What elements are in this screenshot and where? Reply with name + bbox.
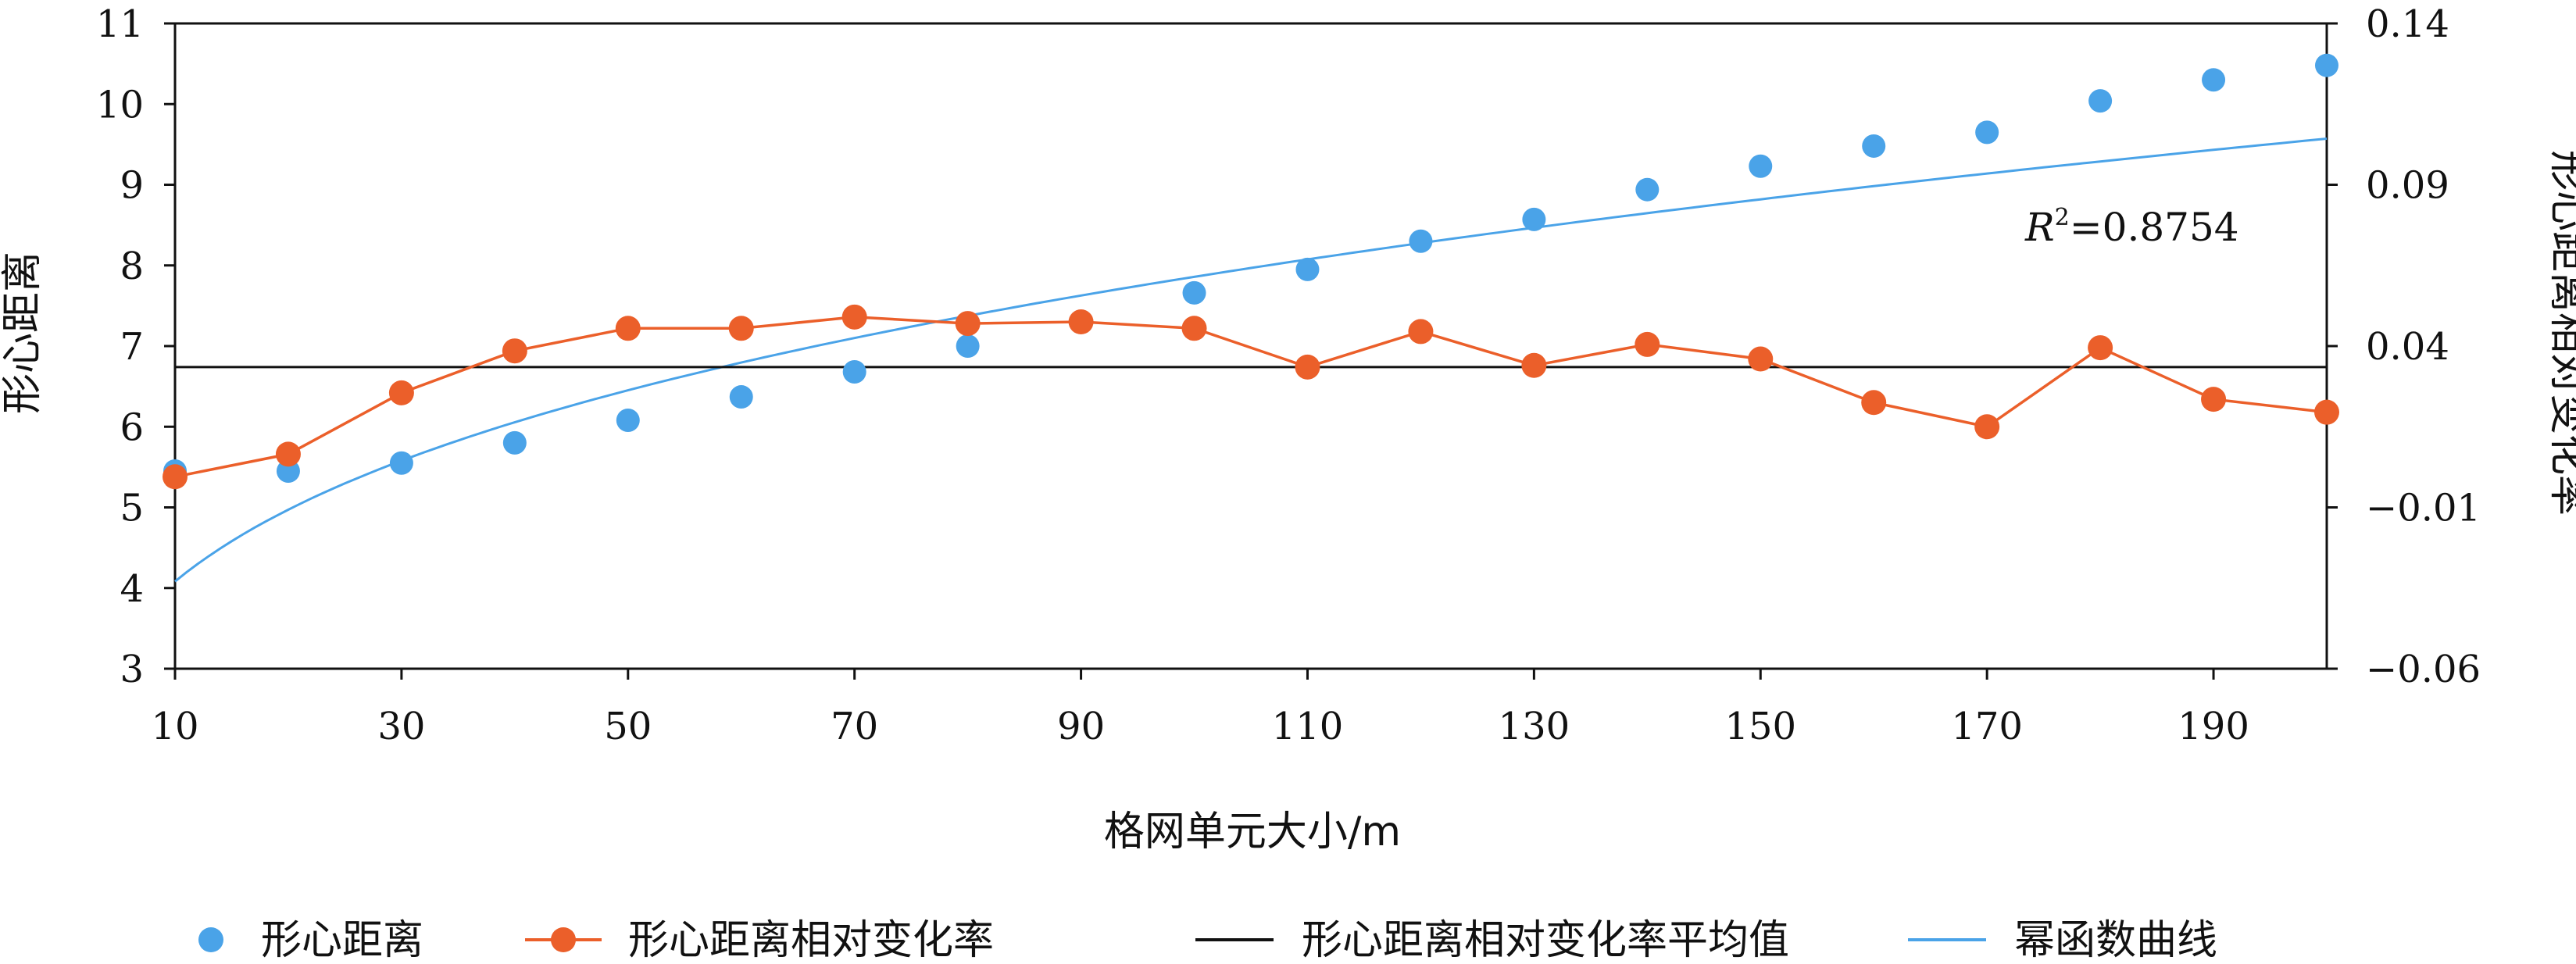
centroid-distance-point: [1409, 229, 1433, 253]
legend-item-relative-change-rate: 形心距离相对变化率: [525, 917, 994, 964]
legend-label-centroid-distance: 形心距离: [261, 917, 423, 964]
x-tick-label: 170: [1951, 705, 2023, 748]
relative-change-rate-marker: [1408, 319, 1434, 345]
relative-change-rate-marker: [1521, 352, 1547, 378]
centroid-distance-point: [616, 408, 640, 432]
relative-change-rate-marker: [1974, 414, 2000, 440]
r2-superscript: 2: [2055, 204, 2070, 231]
relative-change-rate-marker: [841, 304, 867, 330]
y-right-tick-label: 0.14: [2366, 2, 2449, 46]
relative-change-rate-marker: [275, 441, 301, 467]
centroid-distance-point: [276, 459, 300, 484]
relative-change-rate-marker: [728, 316, 754, 341]
relative-change-rate-marker: [955, 311, 981, 337]
y-left-tick-label: 8: [120, 245, 144, 288]
y-right-tick-label: −0.01: [2366, 487, 2481, 530]
relative-change-rate-marker: [2088, 335, 2113, 361]
r2-value: =0.8754: [2070, 205, 2239, 250]
legend-swatch-centroid-distance: [198, 927, 223, 952]
x-tick-label: 50: [604, 705, 652, 748]
legend-label-power-fit: 幂函数曲线: [2014, 917, 2217, 964]
x-tick-label: 70: [831, 705, 878, 748]
x-tick-label: 130: [1499, 705, 1570, 748]
y-right-tick-label: 0.04: [2366, 325, 2449, 369]
y-left-tick-label: 6: [120, 405, 144, 449]
relative-change-rate-marker: [502, 338, 527, 364]
centroid-distance-point: [389, 451, 413, 475]
centroid-distance-point: [2315, 53, 2338, 77]
centroid-distance-point: [1295, 257, 1320, 281]
series-layer: [163, 53, 2339, 583]
y-left-axis-title: 形心距离: [0, 252, 46, 414]
centroid-distance-point: [1749, 154, 1773, 178]
legend-item-average-change-rate: 形心距离相对变化率平均值: [1195, 917, 1789, 964]
x-tick-label: 90: [1057, 705, 1105, 748]
centroid-distance-point: [2088, 89, 2113, 113]
y-left-tick-label: 10: [96, 83, 144, 127]
plot-area-border: [173, 22, 2328, 670]
relative-change-rate-marker: [615, 316, 641, 341]
x-axis-ticks: 10 30 50 70 90 110 130 150 170 190: [151, 669, 2249, 748]
r2-symbol: R: [2024, 205, 2055, 250]
legend-item-power-fit: 幂函数曲线: [1908, 917, 2217, 964]
x-tick-label: 30: [377, 705, 425, 748]
y-left-tick-label: 5: [120, 487, 144, 530]
y-right-axis-title: 形心距离相对变化率: [2545, 150, 2576, 516]
relative-change-rate-line: [174, 316, 2328, 479]
centroid-distance-point: [1975, 120, 1999, 145]
plot-frame: [173, 22, 2328, 670]
legend-item-centroid-distance: 形心距离: [198, 917, 423, 964]
relative-change-rate-marker: [2314, 399, 2339, 425]
legend-label-average-change-rate: 形心距离相对变化率平均值: [1302, 917, 1789, 964]
y-right-tick-label: −0.06: [2366, 648, 2481, 691]
y-left-tick-label: 4: [120, 567, 144, 611]
x-tick-label: 190: [2178, 705, 2249, 748]
centroid-distance-point: [1862, 134, 1886, 158]
y-left-axis-ticks: 3 4 5 6 7 8 9 10 11: [96, 2, 175, 691]
y-right-tick-label: 0.09: [2366, 164, 2449, 208]
y-right-axis-ticks: −0.06 −0.01 0.04 0.09 0.14: [2327, 2, 2481, 691]
relative-change-rate-marker: [1635, 331, 1660, 357]
r2-annotation: R2=0.8754: [2024, 204, 2239, 250]
relative-change-rate-marker: [1295, 354, 1320, 380]
x-tick-label: 150: [1724, 705, 1796, 748]
relative-change-rate-marker: [1861, 390, 1887, 416]
x-tick-label: 110: [1272, 705, 1344, 748]
relative-change-rate-marker: [1181, 316, 1207, 341]
relative-change-rate-marker: [1068, 309, 1094, 335]
centroid-distance-point: [842, 360, 866, 384]
power-fit-curve: [174, 137, 2328, 583]
centroid-distance-point: [502, 430, 527, 455]
legend-swatch-marker-relative-change-rate: [551, 927, 576, 952]
centroid-distance-point: [2202, 68, 2226, 92]
centroid-distance-point: [956, 334, 980, 358]
legend: 形心距离 形心距离相对变化率 形心距离相对变化率平均值 幂函数曲线: [198, 917, 2217, 964]
centroid-distance-point: [1522, 207, 1546, 231]
relative-change-rate-marker: [388, 380, 414, 405]
x-tick-label: 10: [151, 705, 198, 748]
y-left-tick-label: 3: [120, 648, 144, 691]
relative-change-rate-marker: [1748, 346, 1774, 372]
legend-label-relative-change-rate: 形心距离相对变化率: [628, 917, 994, 964]
x-axis-title: 格网单元大小/m: [1104, 809, 1401, 855]
y-left-tick-label: 7: [120, 325, 144, 369]
centroid-distance-point: [1182, 280, 1206, 305]
centroid-distance-point: [1635, 177, 1660, 202]
y-left-tick-label: 11: [96, 2, 144, 46]
relative-change-rate-marker: [2201, 387, 2227, 412]
centroid-distance-point: [729, 385, 753, 409]
relative-change-rate-marker: [163, 464, 188, 490]
y-left-tick-label: 9: [120, 164, 144, 208]
